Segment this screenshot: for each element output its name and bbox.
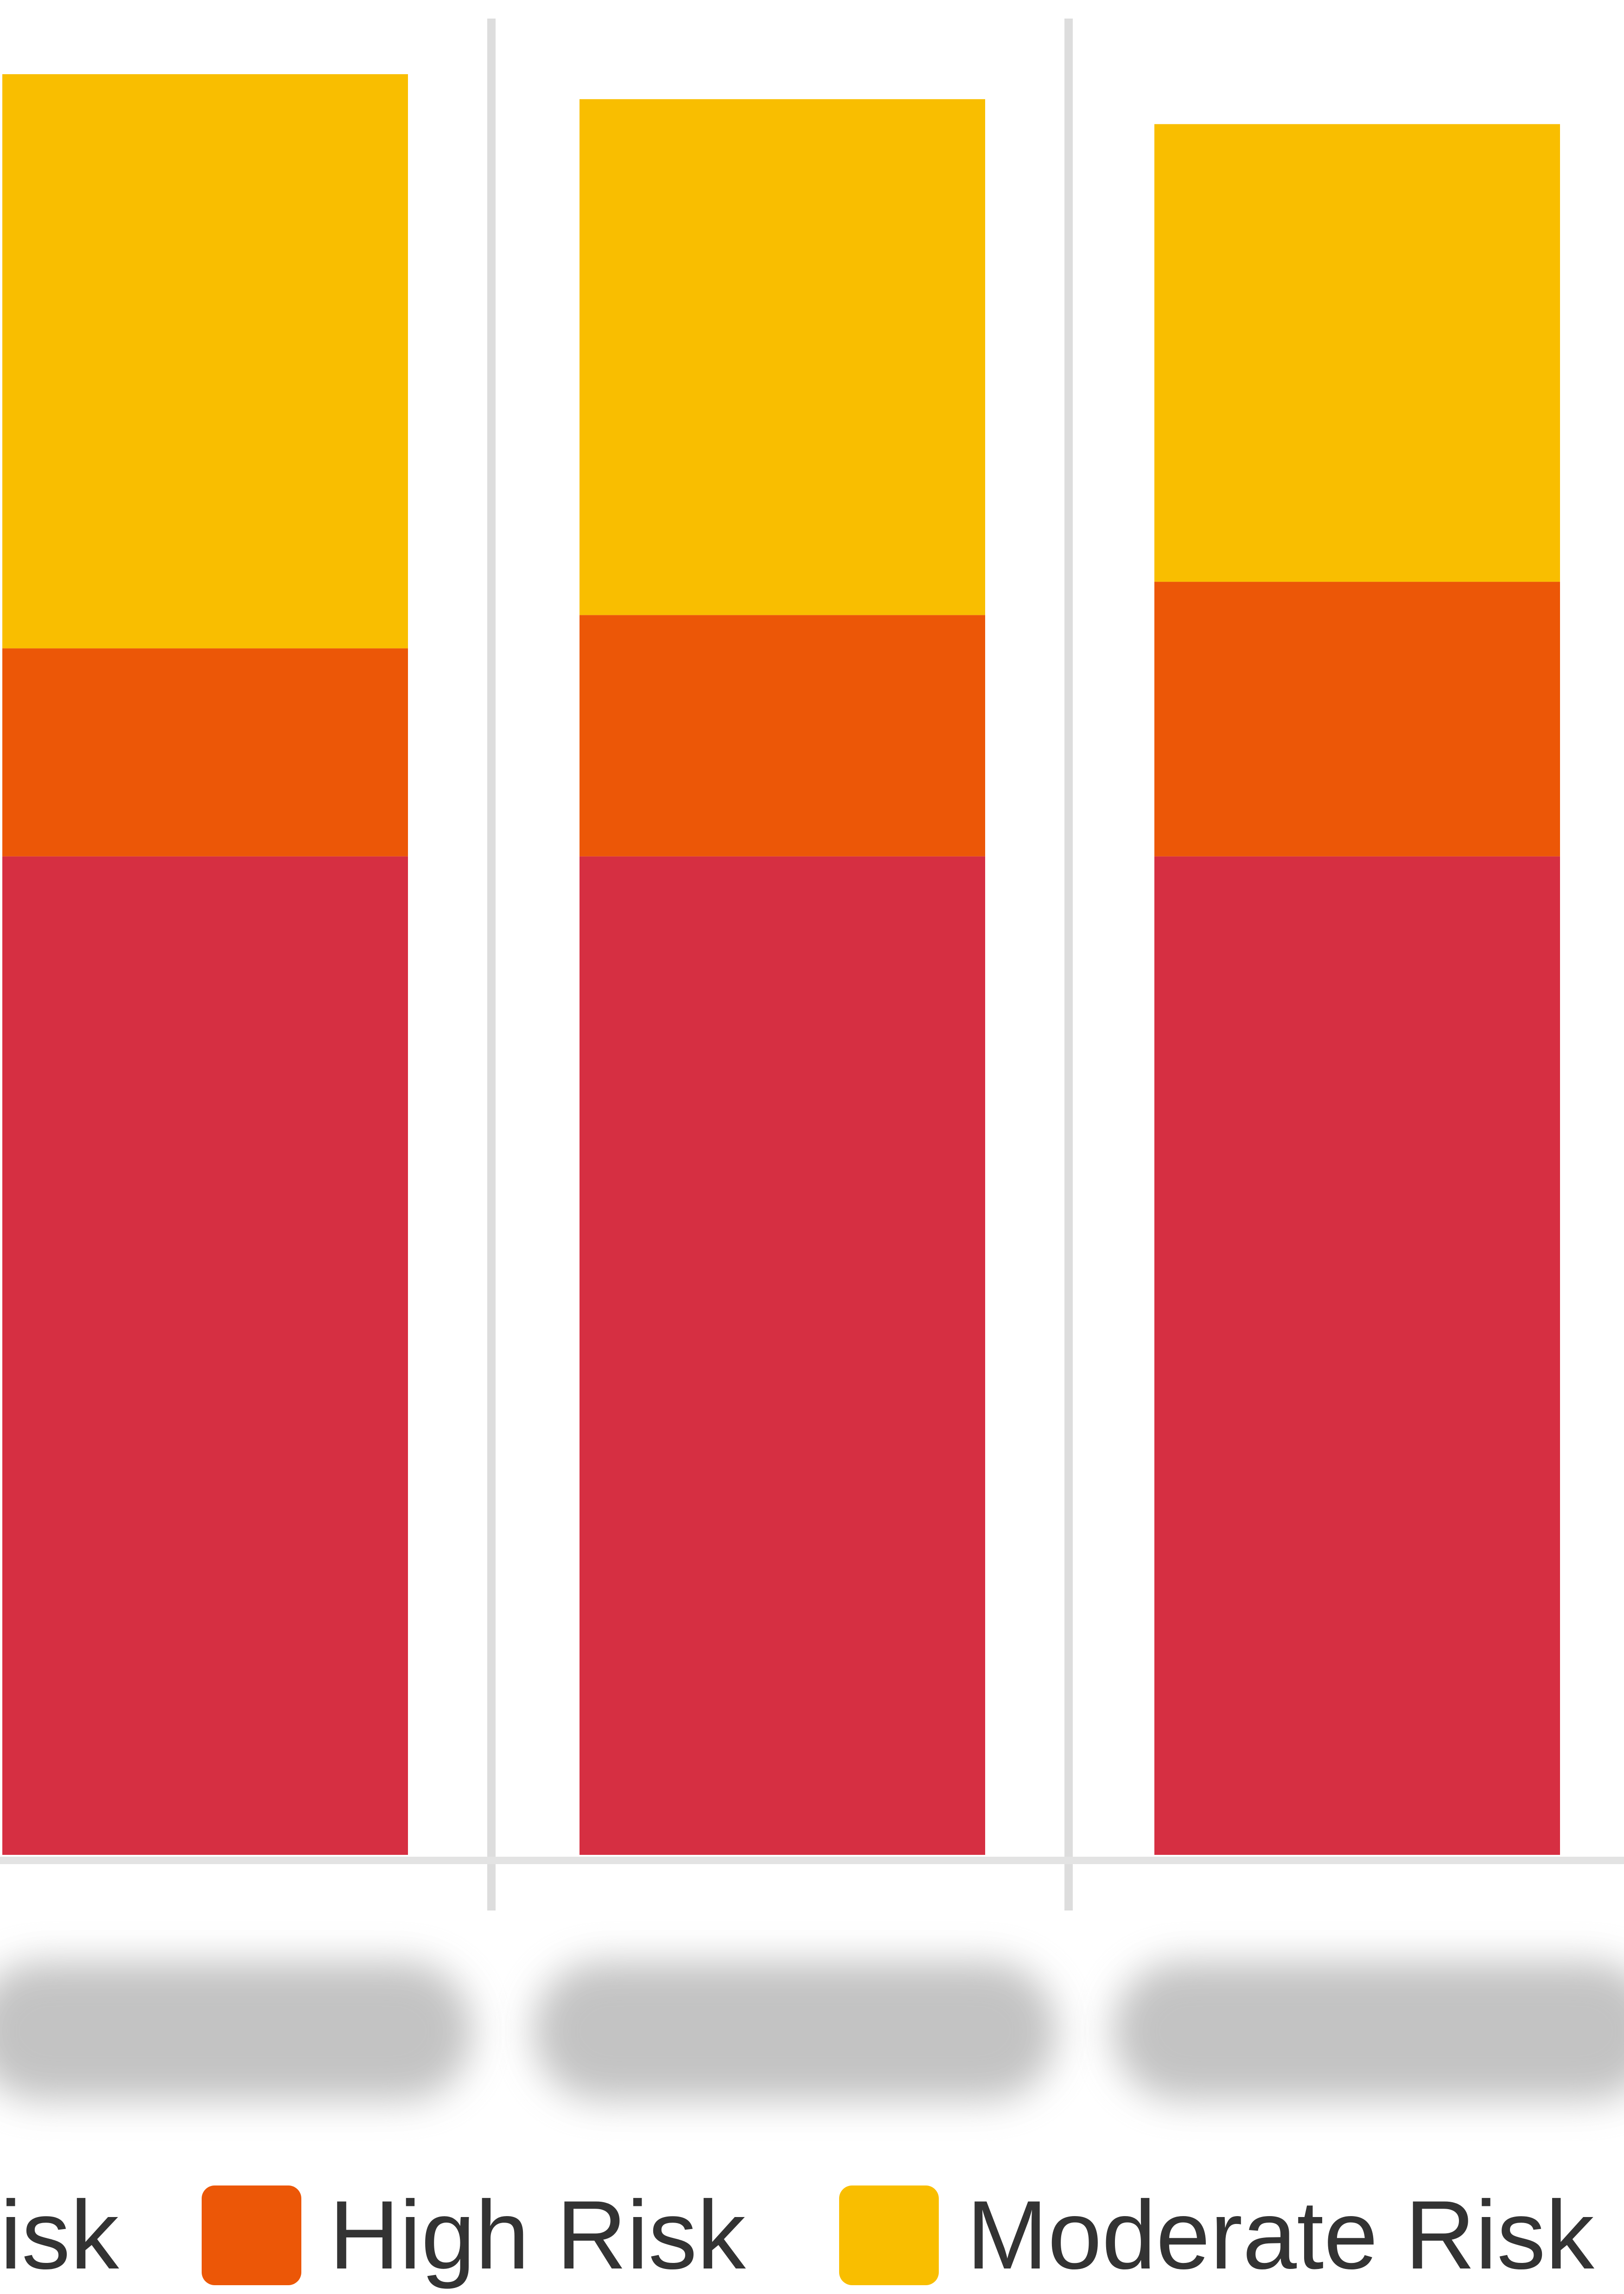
bar-1-high-risk bbox=[2, 648, 408, 856]
legend-swatch-moderate-risk bbox=[839, 2185, 939, 2285]
chart-legend: isk High Risk Moderate Risk bbox=[0, 2179, 1624, 2291]
bar-3-isk bbox=[1154, 856, 1560, 1855]
bar-3-high-risk bbox=[1154, 581, 1560, 856]
x-tick-label-3-blurred bbox=[1113, 1962, 1624, 2101]
legend-label: isk bbox=[0, 2180, 119, 2289]
x-tick-label-1-blurred bbox=[0, 1962, 473, 2101]
bar-2-moderate-risk bbox=[580, 99, 985, 615]
legend-swatch-high-risk bbox=[202, 2185, 301, 2285]
bars bbox=[2, 74, 1560, 1855]
legend-item-isk[interactable]: isk bbox=[0, 2179, 119, 2291]
x-tick-label-2-blurred bbox=[533, 1962, 1057, 2101]
legend-item-high-risk[interactable]: High Risk bbox=[202, 2179, 746, 2291]
bar-2-isk bbox=[580, 856, 985, 1855]
legend-label: High Risk bbox=[329, 2180, 746, 2289]
gridlines bbox=[0, 19, 1624, 1911]
legend-item-moderate-risk[interactable]: Moderate Risk bbox=[839, 2179, 1594, 2291]
bar-1-isk bbox=[2, 856, 408, 1855]
bar-3-moderate-risk bbox=[1154, 124, 1560, 582]
bar-2-high-risk bbox=[580, 615, 985, 856]
legend-label: Moderate Risk bbox=[967, 2180, 1594, 2289]
bar-1-moderate-risk bbox=[2, 74, 408, 649]
